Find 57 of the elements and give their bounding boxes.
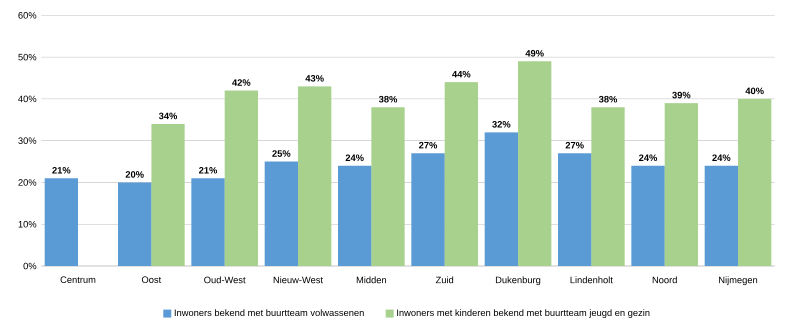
bar xyxy=(224,90,258,266)
data-label: 27% xyxy=(418,142,438,148)
data-label: 32% xyxy=(492,121,510,128)
data-label: 20% xyxy=(126,171,144,178)
bar xyxy=(338,166,372,266)
y-tick-label: 30% xyxy=(18,137,36,144)
legend-label: Inwoners met kinderen bekend met buurtteam jeugd en gezin xyxy=(397,309,650,318)
data-label: 39% xyxy=(672,92,690,98)
y-tick-label: 60% xyxy=(18,12,36,19)
x-tick-label: Zuid xyxy=(436,276,454,284)
data-label: 34% xyxy=(158,112,178,120)
data-label: 25% xyxy=(272,150,290,157)
x-tick-label: Lindenholt xyxy=(570,276,613,284)
x-tick-label: Dukenburg xyxy=(496,276,540,286)
data-label: 38% xyxy=(378,96,398,103)
x-tick-label: Oud-West xyxy=(204,276,246,284)
bar xyxy=(191,178,225,266)
y-tick-label: 50% xyxy=(18,54,36,60)
data-label: 40% xyxy=(745,88,764,94)
data-label: 21% xyxy=(198,166,218,174)
bar xyxy=(591,107,625,266)
data-label: 24% xyxy=(346,154,364,162)
y-tick-label: 20% xyxy=(18,179,36,186)
data-label: 49% xyxy=(525,50,544,57)
y-tick-label: 10% xyxy=(18,220,36,228)
data-label: 24% xyxy=(638,154,658,162)
bar xyxy=(484,132,518,266)
x-tick-label: Oost xyxy=(142,276,162,284)
bar xyxy=(738,98,772,266)
x-tick-label: Centrum xyxy=(60,276,96,284)
data-label: 24% xyxy=(712,154,730,162)
legend-label: Inwoners bekend met buurtteam volwassenen xyxy=(174,309,364,316)
bar xyxy=(704,166,738,266)
y-tick-label: 0% xyxy=(23,262,36,270)
data-label: 42% xyxy=(232,79,250,86)
bar xyxy=(264,162,298,266)
data-label: 38% xyxy=(598,96,618,103)
x-tick-label: Nijmegen xyxy=(719,276,758,286)
data-label: 44% xyxy=(452,70,470,78)
bar xyxy=(151,124,185,266)
data-label: 21% xyxy=(52,166,70,174)
bar xyxy=(444,82,478,266)
bar xyxy=(631,166,665,266)
data-label: 27% xyxy=(566,142,584,148)
bar xyxy=(411,153,445,266)
bar xyxy=(558,153,592,266)
y-tick-label: 40% xyxy=(18,96,36,102)
bar xyxy=(298,86,332,266)
data-label: 43% xyxy=(305,75,324,82)
bar xyxy=(371,107,405,266)
bar xyxy=(118,182,152,266)
x-tick-label: Midden xyxy=(356,276,386,284)
bar xyxy=(44,178,78,266)
x-tick-label: Nieuw-West xyxy=(274,276,324,284)
x-tick-label: Noord xyxy=(652,276,677,284)
bar xyxy=(664,103,698,266)
bar xyxy=(518,61,552,266)
